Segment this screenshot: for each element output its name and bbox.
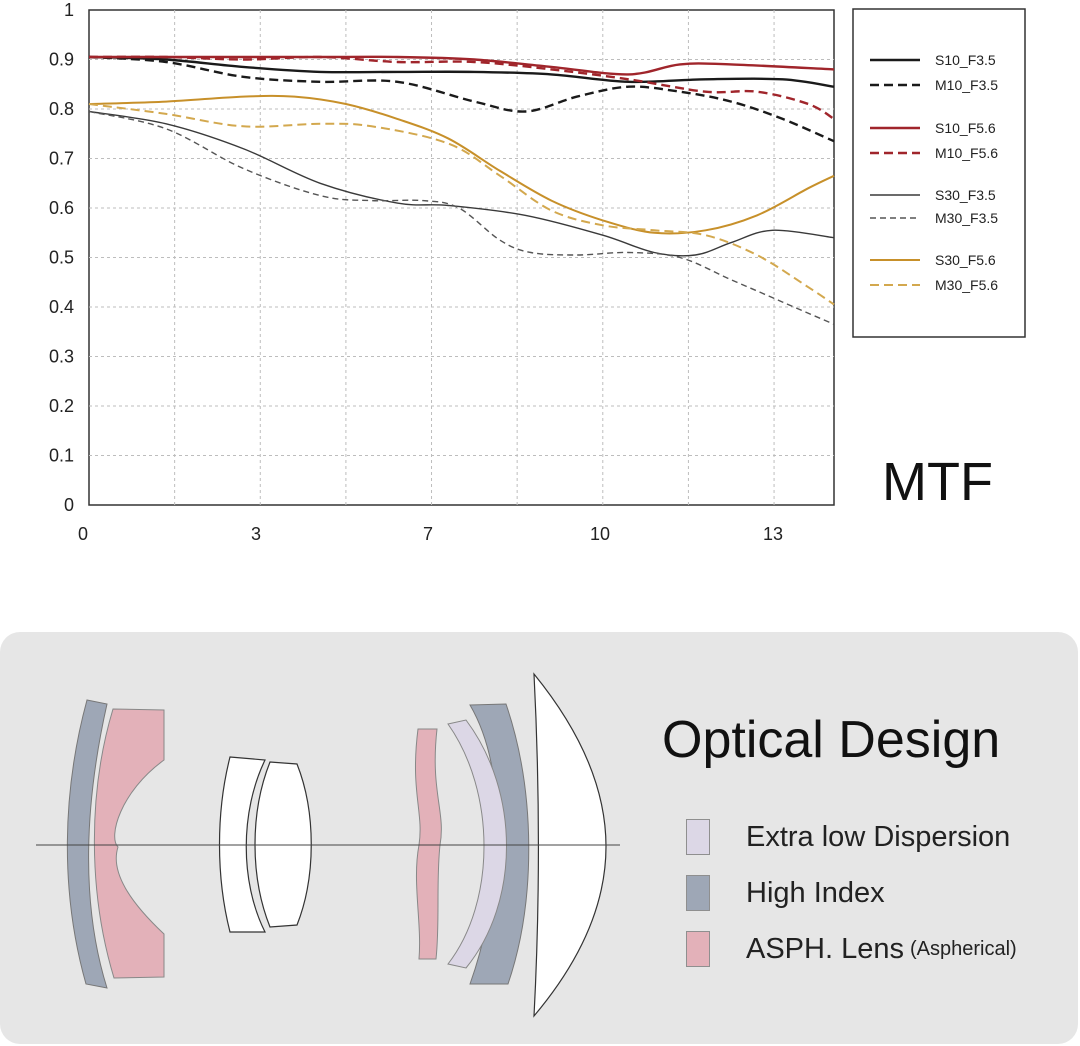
legend-label: M10_F5.6	[935, 145, 998, 161]
y-tick-label: 0.9	[49, 50, 74, 70]
x-tick-label: 13	[763, 524, 783, 544]
legend-label: M30_F5.6	[935, 277, 998, 293]
series-line-m10-f3-5	[88, 55, 835, 143]
legend-label: S10_F5.6	[935, 120, 996, 136]
y-tick-label: 0.2	[49, 396, 74, 416]
series-line-m10-f5-6	[88, 55, 835, 120]
series-line-s10-f5-6	[89, 55, 835, 76]
y-tick-label: 0.4	[49, 297, 74, 317]
x-tick-label: 10	[590, 524, 610, 544]
chart-title: MTF	[882, 452, 993, 512]
y-axis-ticks: 0 0.1 0.2 0.3 0.4 0.5 0.6 0.7 0.8 0.9 1	[49, 0, 74, 515]
series-line-s10-f3-5	[88, 55, 835, 88]
legend-label: M30_F3.5	[935, 210, 998, 226]
lens-element-6	[447, 719, 507, 969]
series-line-m30-f3-5	[88, 110, 835, 325]
key-sublabel-asph: (Aspherical)	[909, 937, 1017, 960]
legend-label: S30_F5.6	[935, 252, 996, 268]
y-tick-label: 0.1	[49, 446, 74, 466]
optical-design-title: Optical Design	[662, 711, 1001, 769]
legend-label: M10_F3.5	[935, 77, 998, 93]
series-line-m30-f5-6	[88, 103, 835, 306]
mtf-chart: 0 0.1 0.2 0.3 0.4 0.5 0.6 0.7 0.8 0.9 1 0 3 7 10 13 S1…	[49, 0, 1026, 544]
key-swatch-asph	[686, 931, 710, 967]
x-tick-label: 7	[423, 524, 433, 544]
x-tick-label: 3	[251, 524, 261, 544]
y-tick-label: 0.5	[49, 248, 74, 268]
optical-design-panel: Optical Design Extra low Dispersion High…	[0, 632, 1078, 1044]
key-extra-low-dispersion: Extra low Dispersion	[686, 818, 1010, 856]
y-tick-label: 0.3	[49, 347, 74, 367]
key-asph-lens: ASPH. Lens (Aspherical)	[686, 930, 1017, 968]
series-line-s30-f5-6	[88, 94, 835, 235]
key-label-hi: High Index	[746, 876, 885, 909]
lens-diagram	[36, 672, 620, 1018]
y-tick-label: 0.7	[49, 149, 74, 169]
key-swatch-hi	[686, 875, 710, 911]
key-swatch-ed	[686, 819, 710, 855]
lens-element-5	[414, 728, 442, 960]
key-label-ed: Extra low Dispersion	[746, 820, 1011, 853]
y-tick-label: 0	[64, 495, 74, 515]
x-tick-label: 0	[78, 524, 88, 544]
x-axis-ticks: 0 3 7 10 13	[78, 524, 783, 544]
y-tick-label: 1	[64, 0, 74, 20]
legend-box	[852, 8, 1026, 338]
y-tick-label: 0.6	[49, 198, 74, 218]
lens-element-1	[66, 699, 108, 989]
y-tick-label: 0.8	[49, 99, 74, 119]
series-line-s30-f3-5	[88, 110, 835, 257]
legend-label: S30_F3.5	[935, 187, 996, 203]
key-label-asph: ASPH. Lens	[746, 932, 904, 965]
key-high-index: High Index	[686, 874, 885, 912]
legend: S10_F3.5 M10_F3.5 S10_F5.6 M10_F5.6 S30_F3.5…	[870, 52, 998, 293]
legend-label: S10_F3.5	[935, 52, 996, 68]
series-lines	[88, 55, 835, 325]
lens-element-2	[93, 708, 165, 979]
